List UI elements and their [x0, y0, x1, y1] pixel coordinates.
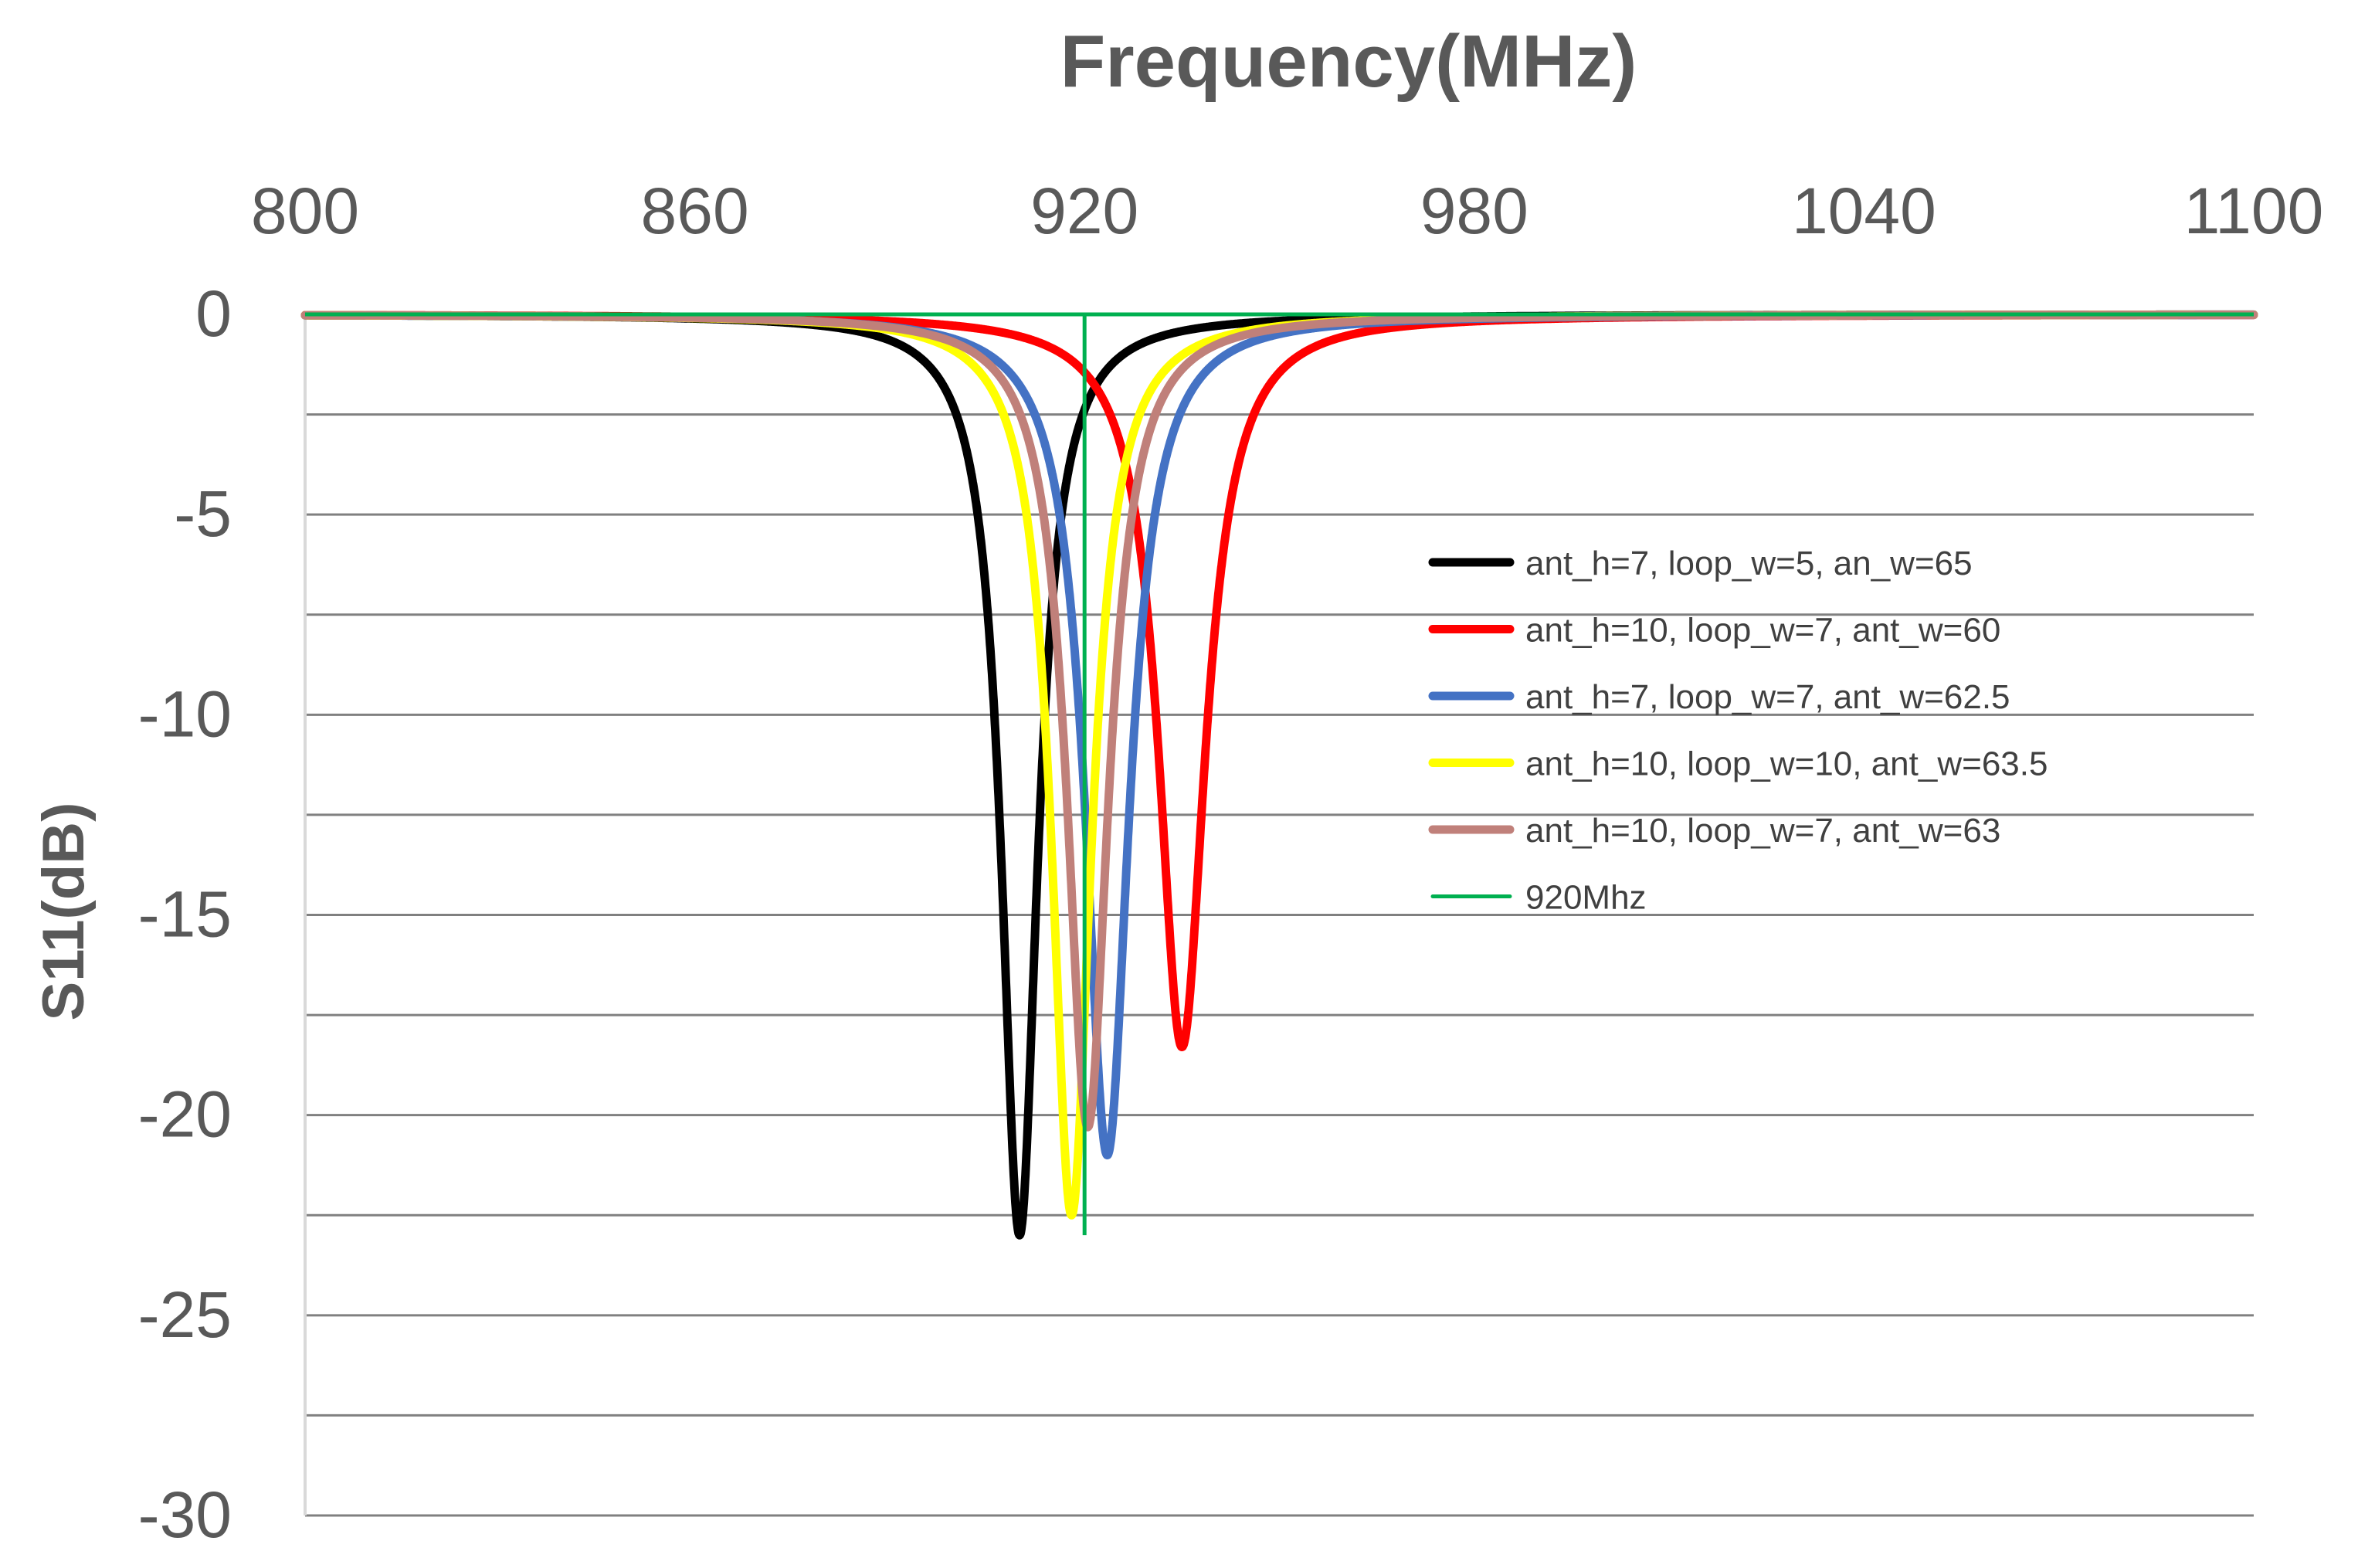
- legend-entry: ant_h=10, loop_w=7, ant_w=60: [1525, 612, 2000, 650]
- x-tick-label: 860: [641, 175, 749, 247]
- y-tick-label: -20: [138, 1078, 232, 1151]
- x-tick-label: 980: [1420, 175, 1528, 247]
- x-axis-title: Frequency(MHz): [1060, 20, 1637, 103]
- y-tick-labels: 0 -5 -10 -15 -20 -25 -30: [138, 277, 232, 1551]
- series-line: [300, 311, 2258, 1159]
- series-line: [300, 311, 2258, 1132]
- y-tick-label: -10: [138, 677, 232, 750]
- x-tick-label: 800: [251, 175, 359, 247]
- y-axis-title: S11(dB): [31, 803, 97, 1021]
- y-tick-label: -5: [174, 477, 232, 550]
- reference-lines: [305, 312, 2254, 1236]
- legend-entry: 920Mhz: [1525, 879, 1647, 917]
- legend-entry: ant_h=10, loop_w=10, ant_w=63.5: [1525, 745, 2048, 783]
- legend-entry: ant_h=7, loop_w=5, an_w=65: [1525, 545, 1973, 582]
- y-tick-label: -15: [138, 878, 232, 951]
- x-tick-label: 1040: [1792, 175, 1936, 247]
- x-tick-labels: 800 860 920 980 1040 1100: [251, 175, 2323, 247]
- x-tick-label: 1100: [2184, 175, 2324, 247]
- legend: ant_h=7, loop_w=5, an_w=65 ant_h=10, loop…: [1428, 545, 2048, 917]
- y-tick-label: -25: [138, 1278, 232, 1351]
- y-tick-label: -30: [138, 1478, 232, 1551]
- x-tick-label: 920: [1030, 175, 1138, 247]
- grid: [304, 313, 2254, 1517]
- legend-entry: ant_h=10, loop_w=7, ant_w=63: [1525, 812, 2000, 850]
- legend-entry: ant_h=7, loop_w=7, ant_w=62.5: [1525, 678, 2010, 716]
- y-tick-label: 0: [195, 277, 232, 350]
